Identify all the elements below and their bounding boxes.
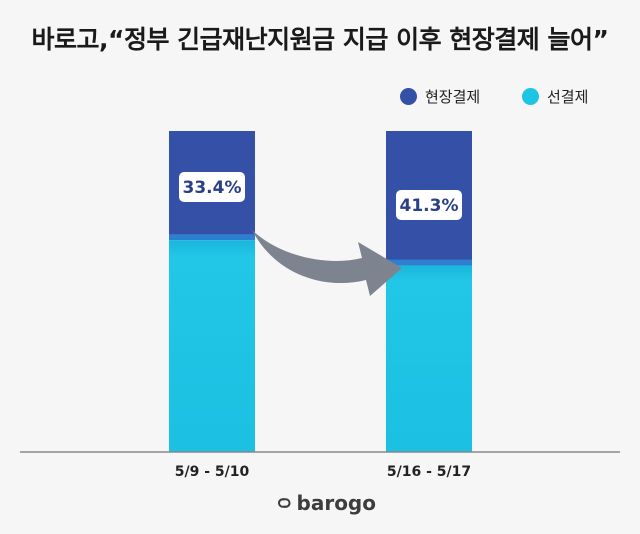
legend-item-prepaid: 선결제 [522, 86, 588, 107]
legend-item-onsite: 현장결제 [400, 86, 480, 107]
x-tick-label: 5/16 - 5/17 [387, 464, 471, 480]
data-label-box [396, 190, 462, 220]
legend-label-prepaid: 선결제 [547, 88, 589, 106]
bar-prepaid [169, 240, 255, 452]
bar-prepaid [386, 265, 472, 452]
barogo-logo: barogo [276, 490, 376, 516]
legend-label-onsite: 현장결제 [425, 88, 481, 106]
legend-swatch-prepaid [522, 88, 539, 105]
legend: 현장결제 선결제 [400, 86, 620, 108]
bar-divider [169, 234, 255, 241]
data-label: 41.3% [400, 196, 459, 216]
trend-arrow [252, 230, 402, 296]
legend-swatch-onsite [400, 88, 417, 105]
data-label: 33.4% [183, 178, 242, 198]
data-label-box [179, 172, 245, 202]
barogo-logo-text: barogo [296, 491, 376, 515]
barogo-logo-icon [278, 498, 291, 508]
x-tick-label: 5/9 - 5/10 [175, 464, 250, 480]
chart-title: 바로고,“정부 긴급재난지원금 지급 이후 현장결제 늘어” [31, 25, 609, 54]
bar-divider [386, 259, 472, 266]
